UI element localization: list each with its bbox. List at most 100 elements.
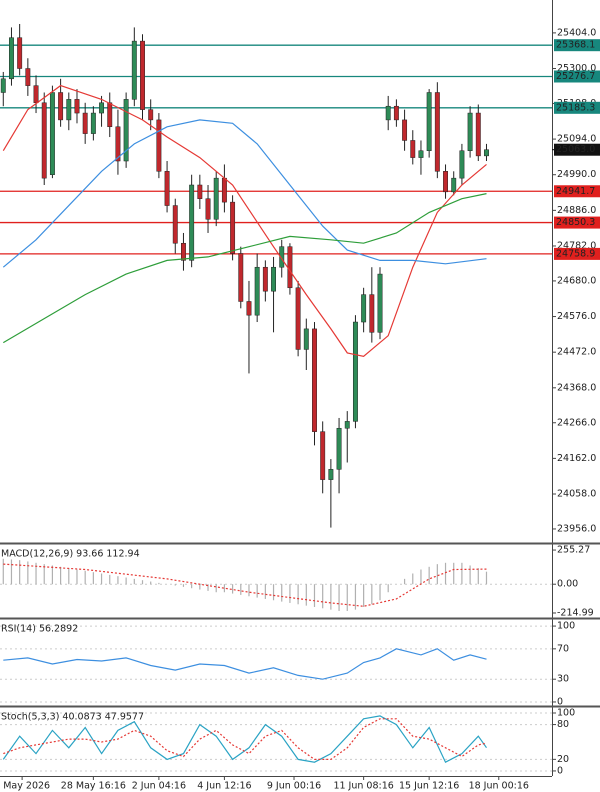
panel-title: RSI(14) 56.2892 [1, 624, 78, 635]
candle-body [164, 171, 170, 206]
candle-body [205, 198, 211, 220]
candle-body [90, 112, 96, 134]
stoch-line [3, 718, 487, 760]
y-tick-label: -214.99 [557, 607, 594, 618]
x-tick-label: 28 May 16:16 [61, 781, 126, 792]
candle-body [434, 92, 440, 172]
y-tick-label: 255.27 [557, 545, 590, 556]
y-tick-label: 100 [557, 707, 575, 718]
candle-body [140, 40, 145, 110]
y-tick-label: 24266.0 [557, 417, 596, 428]
candle-body [99, 102, 105, 114]
candle-body [279, 246, 285, 268]
y-tick-label: 24680.0 [557, 275, 596, 286]
candle-body [352, 321, 358, 422]
price-level-tag [554, 70, 600, 83]
candle-body [0, 78, 6, 93]
candle-body [336, 427, 342, 470]
y-tick-label: 25300.0 [557, 63, 596, 74]
x-tick-label: 15 Jun 12:16 [399, 781, 459, 792]
candle-body [74, 99, 80, 114]
candle-body [123, 99, 129, 162]
x-tick-label: 9 Jun 00:16 [267, 781, 321, 792]
candle-body [254, 266, 260, 316]
price-level-label: 24941.7 [556, 186, 595, 197]
price-level-tag [554, 101, 600, 114]
price-level-tag [554, 39, 600, 52]
y-tick-label: 30 [557, 674, 569, 685]
price-level-label: 24850.3 [556, 217, 595, 228]
candle-body [475, 112, 481, 157]
price-level-tag [554, 216, 600, 229]
candle-body [197, 184, 203, 199]
candle-body [287, 246, 293, 289]
candle-body [328, 469, 334, 480]
candle-body [230, 201, 236, 254]
candle-body [459, 150, 465, 179]
candle-body [172, 205, 178, 244]
x-tick-label: 2 Jun 04:16 [132, 781, 186, 792]
y-tick-label: 24058.0 [557, 489, 596, 500]
y-tick-label: 70 [557, 643, 569, 654]
y-tick-label: 80 [557, 719, 569, 730]
y-tick-label: 100 [557, 621, 575, 632]
x-tick-label: 6 May 2026 [0, 781, 50, 792]
candle-body [312, 328, 317, 432]
stoch-line [2, 715, 487, 764]
y-tick-label: 0 [557, 696, 563, 707]
candle-body [115, 126, 121, 162]
candle-body [385, 105, 391, 121]
y-tick-label: 25094.0 [557, 134, 596, 145]
candle-body [156, 119, 162, 172]
y-tick-label: 23956.0 [557, 523, 596, 534]
candle-body [49, 92, 55, 175]
candle-body [107, 102, 113, 128]
candle-body [369, 294, 375, 333]
candle-body [426, 92, 432, 151]
candle-body [148, 109, 154, 121]
panel-title: Stoch(5,3,3) 40.0873 47.9577 [1, 712, 144, 723]
y-tick-label: 0.00 [557, 579, 578, 590]
rsi-line [3, 648, 487, 680]
x-tick-label: 11 Jun 08:16 [333, 781, 393, 792]
candle-body [25, 68, 31, 86]
current-price-tag [554, 143, 600, 156]
candle-body [361, 294, 367, 323]
candle-body [189, 184, 195, 261]
candle-body [66, 99, 72, 121]
y-tick-label: 0 [557, 765, 563, 776]
candle-body [17, 37, 23, 69]
candle-body [238, 253, 244, 302]
candle-body [33, 85, 39, 104]
candle-body [484, 149, 489, 157]
y-tick-label: 20 [557, 754, 569, 765]
candle-body [82, 112, 88, 134]
candle-body [393, 105, 399, 121]
price-level-tag [554, 185, 600, 198]
y-tick-label: 25404.0 [557, 27, 596, 38]
candle-body [262, 266, 268, 292]
y-tick-label: 24162.0 [557, 453, 596, 464]
candle-body [418, 150, 424, 158]
price-level-tag [554, 247, 600, 260]
candle-body [377, 273, 383, 333]
y-tick-label: 24886.0 [557, 205, 596, 216]
macd-signal [3, 563, 487, 607]
candle-body [9, 37, 14, 80]
x-tick-label: 4 Jun 12:16 [197, 781, 251, 792]
candle-body [320, 431, 326, 480]
candle-body [181, 242, 186, 261]
candle-body [131, 40, 137, 100]
moving-average [2, 193, 487, 344]
candle-body [303, 328, 309, 350]
y-tick-label: 24990.0 [557, 169, 596, 180]
y-tick-label: 24782.0 [557, 240, 596, 251]
candle-body [41, 102, 47, 179]
candle-body [246, 301, 252, 316]
candle-body [443, 171, 448, 193]
price-level-label: 25185.3 [556, 102, 595, 113]
price-level-label: 25368.1 [556, 40, 595, 51]
y-tick-label: 24576.0 [557, 311, 596, 322]
